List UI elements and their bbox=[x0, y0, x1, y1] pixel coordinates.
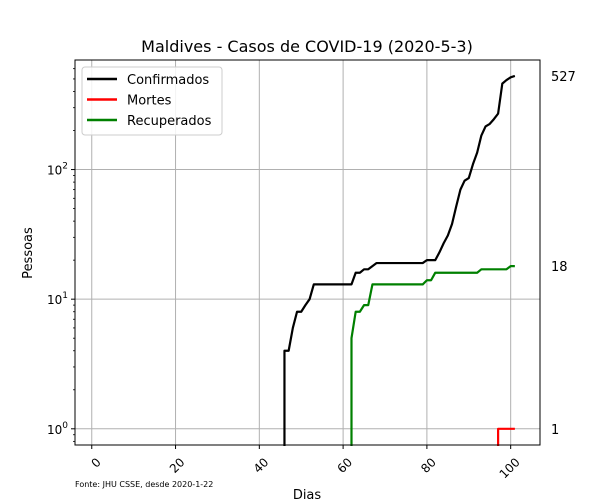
plot-frame bbox=[74, 59, 541, 446]
y-tick-label: 102 bbox=[47, 162, 68, 178]
end-label-confirmados: 527 bbox=[551, 70, 576, 85]
source-note: Fonte: JHU CSSE, desde 2020-1-22 bbox=[75, 480, 213, 489]
y-tick-label: 100 bbox=[47, 421, 68, 437]
y-axis-label: Pessoas bbox=[21, 227, 36, 279]
legend-label-recuperados: Recuperados bbox=[127, 114, 212, 129]
x-tick-label: 60 bbox=[334, 455, 355, 476]
series-line-recuperados bbox=[350, 264, 515, 446]
chart-title: Maldives - Casos de COVID-19 (2020-5-3) bbox=[141, 37, 473, 56]
x-tick-label: 40 bbox=[251, 455, 272, 476]
legend: Confirmados Mortes Recuperados bbox=[81, 66, 223, 136]
end-labels: 527 1 18 bbox=[551, 70, 576, 438]
series-line-mortes bbox=[497, 427, 515, 446]
legend-box bbox=[81, 66, 223, 136]
legend-label-mortes: Mortes bbox=[127, 94, 172, 109]
legend-label-confirmados: Confirmados bbox=[127, 73, 209, 88]
x-tick-label: 20 bbox=[167, 455, 188, 476]
x-axis-label: Dias bbox=[293, 488, 322, 500]
x-tick-label: 100 bbox=[497, 455, 523, 481]
series-lines bbox=[283, 74, 516, 446]
series-line-confirmados bbox=[283, 74, 516, 446]
end-label-recuperados: 18 bbox=[551, 260, 568, 275]
x-tick-label: 0 bbox=[89, 455, 104, 470]
end-label-mortes: 1 bbox=[551, 423, 559, 438]
y-tick-label: 101 bbox=[47, 291, 68, 307]
x-tick-label: 80 bbox=[418, 455, 439, 476]
